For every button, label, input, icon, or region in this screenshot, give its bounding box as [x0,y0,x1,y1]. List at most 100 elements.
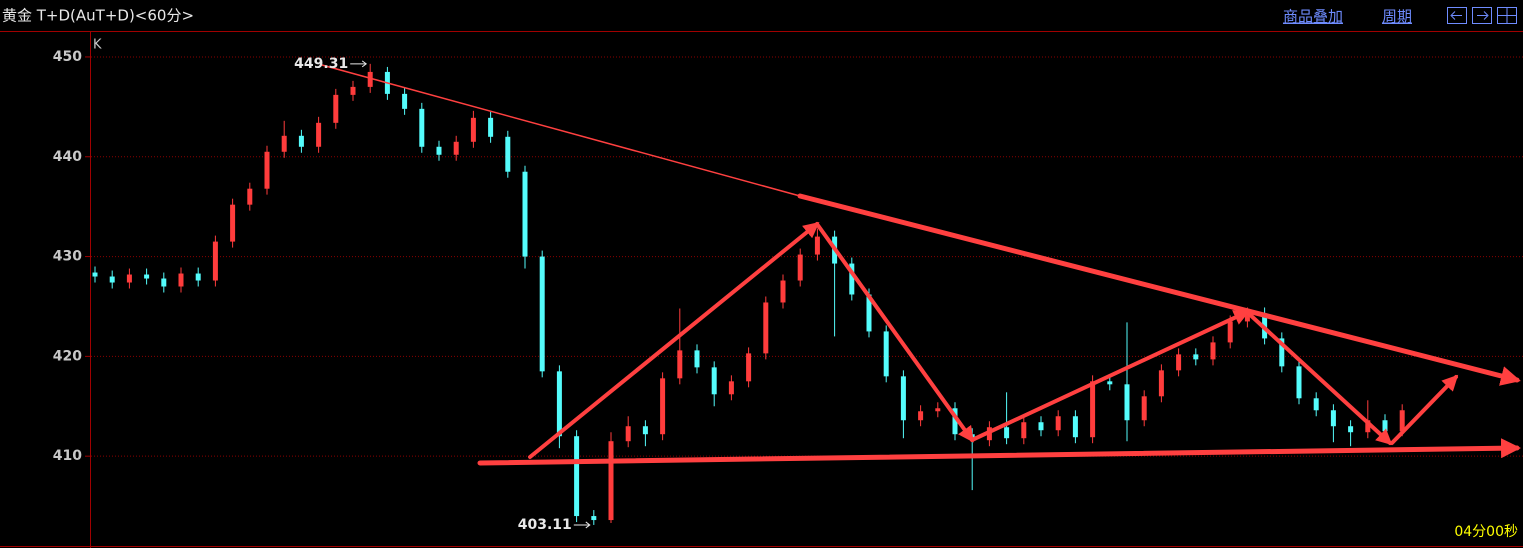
candle-body [1158,370,1164,397]
candle-body [660,378,666,435]
y-tick-label: 440 [53,149,82,165]
candle-body [1141,396,1147,421]
candle-body [92,272,98,277]
menu-period[interactable]: 周期 [1382,8,1412,26]
candle-body [109,276,115,283]
extreme-label: 403.11 [518,517,572,533]
trend-line [797,193,1521,386]
window-buttons[interactable] [1447,7,1517,24]
extreme-label: 449.31 [294,56,348,72]
menu-overlay[interactable]: 商品叠加 [1283,8,1343,26]
candle-body [230,204,236,242]
candle-body [1399,410,1405,432]
wave-arrow [970,310,1250,442]
candle-body [419,108,425,147]
candle-body [539,256,545,372]
candle-body [1021,422,1027,439]
candle-body [1072,416,1078,438]
extreme-arrow [350,60,368,68]
candle-body [728,381,734,395]
button-layout[interactable] [1497,7,1517,24]
trend-line [477,438,1521,466]
candle-body [935,408,941,412]
candle-body [402,93,408,109]
candle-body [247,188,253,205]
candle-body [1296,366,1302,399]
candle-body [591,516,597,521]
y-tick-label: 450 [53,49,82,65]
y-tick-label: 430 [53,249,82,265]
candle-body [608,441,614,521]
candle-body [367,71,373,87]
button-right[interactable] [1472,7,1492,24]
candle-body [264,151,270,189]
candle-body [1193,354,1199,360]
wave-arrow [815,222,974,443]
candle-body [677,350,683,379]
wave-arrow [1245,310,1393,446]
candle-body [625,426,631,442]
candle-body [1365,420,1371,433]
candle-body [281,135,287,152]
candle-body [900,376,906,421]
candle-body [1090,381,1096,438]
chart-title: 黄金 T+D(AuT+D)<60分> [2,7,194,25]
candle-body [212,241,218,281]
candle-body [866,294,872,332]
wave-arrow [1390,374,1459,445]
candle-body [453,141,459,155]
candle-body [1176,354,1182,371]
candle-body [918,411,924,421]
candle-body [1055,416,1061,431]
candle-body [780,280,786,303]
candle-body [849,263,855,295]
candle-body [436,146,442,155]
candle-body [1313,398,1319,411]
candle-body [1227,321,1233,343]
candle-body [642,426,648,435]
candle-body [814,236,820,255]
arrow-left [1450,11,1462,20]
candle-body [505,136,511,172]
timer: 04分00秒 [1454,524,1518,540]
candle-body [144,274,150,279]
candle-body [350,86,356,95]
y-tick-label: 410 [53,448,82,464]
candle-body [161,278,167,287]
layout-icon [1498,8,1516,23]
candle-body [1107,381,1113,385]
candle-body [574,436,580,517]
button-left[interactable] [1447,7,1467,24]
extreme-arrow [573,521,591,529]
candle-body [883,331,889,377]
candles [92,63,1405,525]
y-tick-label: 420 [53,348,82,364]
candle-body [1382,420,1388,432]
trend-drawings [321,64,1521,466]
candle-body [1330,410,1336,427]
indicator-label: K [93,38,102,53]
candle-body [178,273,184,287]
candle-body [195,273,201,281]
trend-line [321,64,801,197]
grid [85,56,1523,457]
candle-body [522,171,528,257]
wave-arrow [528,221,820,459]
candle-body [556,371,562,437]
candle-body [1038,422,1044,431]
candle-body [488,117,494,137]
candle-body [1348,426,1354,433]
candle-body [797,254,803,281]
candle-body [333,94,339,123]
candle-body [298,135,304,147]
candle-body [1124,384,1130,421]
candle-body [952,408,958,435]
candle-body [316,122,322,147]
candle-body [694,350,700,368]
candle-body [746,353,752,382]
candle-body [1210,342,1216,360]
candle-body [1279,338,1285,367]
